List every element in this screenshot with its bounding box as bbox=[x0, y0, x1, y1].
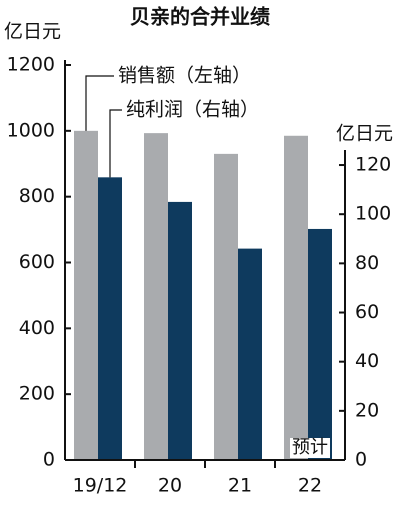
callout bbox=[109, 109, 122, 178]
annotation: 预计 bbox=[292, 437, 328, 458]
x-tick-label: 20 bbox=[158, 475, 182, 497]
y-tick-label: 1000 bbox=[7, 119, 55, 141]
y2-tick-label: 120 bbox=[355, 154, 391, 176]
x-tick-label: 19/12 bbox=[73, 475, 128, 497]
y-tick-label: 600 bbox=[19, 251, 55, 273]
bar bbox=[74, 130, 98, 461]
bar bbox=[144, 133, 168, 460]
y2-tick-label: 0 bbox=[355, 449, 367, 471]
x-tick-label: 21 bbox=[228, 475, 252, 497]
y2-tick-label: 60 bbox=[355, 301, 379, 323]
y-tick-label: 200 bbox=[19, 383, 55, 405]
chart-title: 贝亲的合并业绩 bbox=[130, 5, 270, 29]
y-tick-label: 0 bbox=[43, 449, 55, 471]
bar bbox=[238, 248, 262, 460]
y-tick-label: 1200 bbox=[7, 54, 55, 76]
x-tick-label: 22 bbox=[298, 475, 322, 497]
bar bbox=[284, 135, 308, 461]
callout bbox=[85, 75, 114, 131]
y2-tick-label: 40 bbox=[355, 350, 379, 372]
y2-tick-label: 20 bbox=[355, 399, 379, 421]
bar bbox=[308, 228, 332, 460]
y2-tick-label: 80 bbox=[355, 252, 379, 274]
y2-axis-label: 亿日元 bbox=[336, 123, 393, 145]
annotation-bg bbox=[290, 438, 330, 458]
bar bbox=[168, 201, 192, 460]
y-axis-label: 亿日元 bbox=[4, 21, 61, 43]
y-tick-label: 800 bbox=[19, 185, 55, 207]
bar bbox=[214, 153, 238, 460]
y-tick-label: 400 bbox=[19, 317, 55, 339]
legend-label: 纯利润（右轴） bbox=[126, 99, 259, 121]
legend-label: 销售额（左轴） bbox=[118, 65, 251, 87]
y2-tick-label: 100 bbox=[355, 203, 391, 225]
bar bbox=[98, 177, 122, 460]
